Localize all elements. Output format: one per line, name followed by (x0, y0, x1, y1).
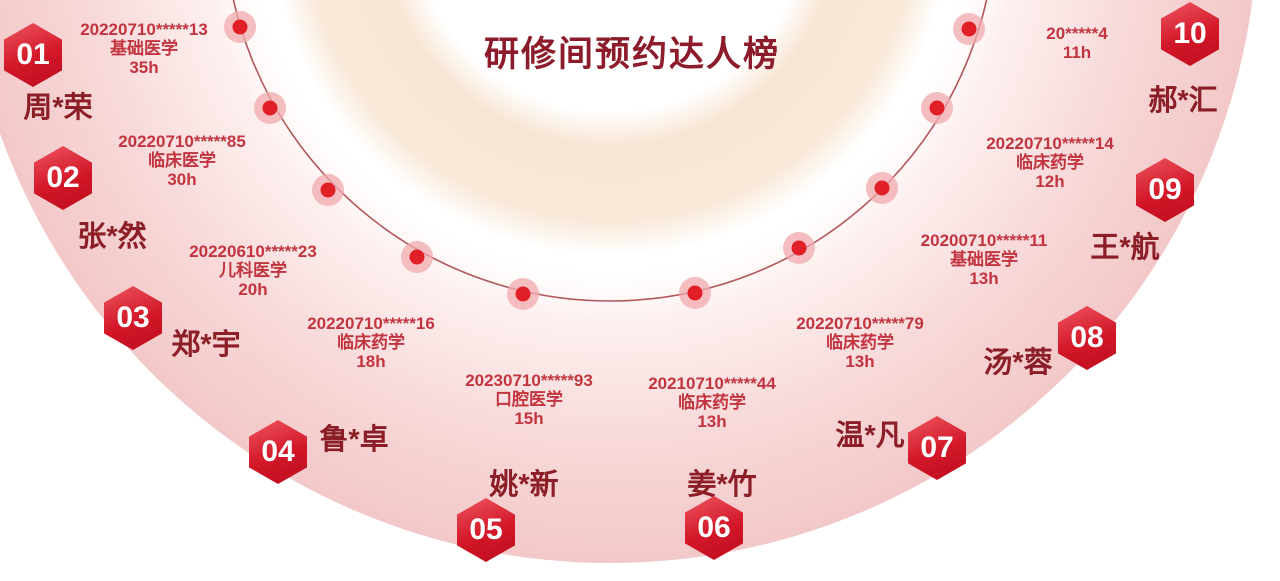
arc-dot (312, 174, 344, 206)
user-info: 20220710*****79 临床药学 13h (796, 314, 924, 371)
user-info: 20220710*****13 基础医学 35h (80, 20, 208, 77)
rank-number: 05 (469, 513, 503, 546)
user-hours: 35h (129, 58, 159, 77)
user-info: 20220610*****23 儿科医学 20h (189, 242, 317, 299)
rank-number: 10 (1173, 17, 1207, 50)
user-name: 周*荣 (23, 92, 93, 124)
peach-ring-band (280, 0, 940, 255)
user-info: 20220710*****85 临床医学 30h (118, 132, 246, 189)
user-name: 姜*竹 (687, 469, 757, 501)
user-info: 20*****4 11h (1046, 24, 1107, 62)
user-name: 郝*汇 (1148, 85, 1218, 117)
user-department: 基础医学 (110, 39, 178, 58)
user-department: 儿科医学 (219, 261, 287, 280)
user-id: 20230710*****93 (465, 371, 593, 390)
user-id: 20220710*****13 (80, 20, 208, 39)
user-id: 20220710*****79 (796, 314, 924, 333)
user-hours: 13h (969, 269, 999, 288)
user-id: 20220610*****23 (189, 242, 317, 261)
user-id: 20210710*****44 (648, 374, 776, 393)
arc-line (232, 0, 988, 302)
user-department: 口腔医学 (495, 390, 563, 409)
user-id: 20*****4 (1046, 24, 1108, 43)
user-department: 临床药学 (826, 333, 894, 352)
rank-badge: 06 (685, 496, 743, 560)
rank-number: 07 (920, 431, 954, 464)
user-hours: 15h (514, 409, 544, 428)
user-name: 温*凡 (835, 420, 905, 452)
user-name: 王*航 (1090, 232, 1160, 264)
arc-dot (921, 92, 953, 124)
user-hours: 11h (1062, 43, 1092, 62)
user-id: 20220710*****85 (118, 132, 246, 151)
arc-dot (507, 278, 539, 310)
user-department: 临床药学 (337, 333, 405, 352)
user-id: 20220710*****16 (307, 314, 435, 333)
user-name: 姚*新 (489, 469, 559, 501)
arc-dot (953, 13, 985, 45)
user-hours: 20h (238, 280, 268, 299)
user-name: 张*然 (77, 221, 147, 253)
arc-dots (224, 11, 985, 310)
page-title: 研修间预约达人榜 (483, 35, 781, 74)
user-info: 20200710*****11 基础医学 13h (921, 231, 1048, 288)
user-department: 临床药学 (678, 393, 746, 412)
rank-number: 02 (46, 161, 80, 194)
user-hours: 13h (845, 352, 875, 371)
user-hours: 18h (356, 352, 386, 371)
arc-dot (401, 241, 433, 273)
user-name: 郑*宇 (171, 329, 241, 361)
arc-dot (866, 172, 898, 204)
user-id: 20200710*****11 (920, 231, 1048, 250)
arc-dot (224, 11, 256, 43)
user-hours: 12h (1035, 172, 1065, 191)
user-info: 20220710*****16 临床药学 18h (307, 314, 435, 371)
rank-number: 01 (16, 38, 50, 71)
arc-dot (783, 232, 815, 264)
user-info: 20210710*****44 临床药学 13h (648, 374, 776, 431)
user-info: 20220710*****14 临床药学 12h (986, 134, 1114, 191)
user-department: 临床医学 (148, 151, 216, 170)
arc-dot (679, 277, 711, 309)
rank-number: 03 (116, 301, 150, 334)
arc-dot (254, 92, 286, 124)
user-hours: 30h (167, 170, 197, 189)
user-name: 汤*蓉 (983, 347, 1053, 379)
user-department: 基础医学 (950, 250, 1018, 269)
user-info: 20230710*****93 口腔医学 15h (465, 371, 593, 428)
rank-number: 09 (1148, 173, 1182, 206)
rank-number: 06 (697, 511, 731, 544)
rank-number: 04 (261, 435, 295, 468)
user-hours: 13h (697, 412, 727, 431)
rank-number: 08 (1070, 321, 1104, 354)
user-department: 临床药学 (1016, 153, 1084, 172)
user-id: 20220710*****14 (986, 134, 1114, 153)
user-name: 鲁*卓 (319, 424, 389, 456)
